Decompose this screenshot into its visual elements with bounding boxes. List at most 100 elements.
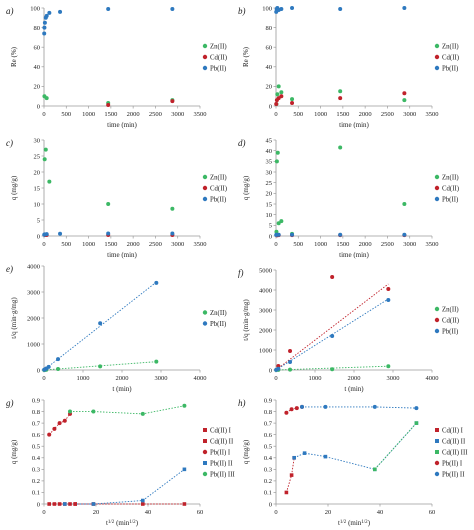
x-axis-title: t (min) — [344, 385, 364, 393]
y-tick-label: 3000 — [27, 289, 40, 296]
y-tick-label: 100 — [30, 5, 40, 12]
y-tick-label: 0.8 — [264, 409, 272, 416]
y-tick-label: 0 — [37, 501, 40, 508]
data-point — [288, 360, 293, 364]
panel-label: e) — [6, 264, 13, 274]
data-point — [386, 298, 391, 302]
y-axis-title: q (mg/g) — [10, 175, 18, 200]
data-point — [73, 502, 77, 506]
data-point — [290, 97, 295, 102]
data-point — [276, 364, 281, 368]
data-point — [52, 426, 57, 431]
y-tick-label: 5 — [269, 223, 272, 230]
data-point — [323, 454, 328, 459]
data-point — [154, 280, 159, 285]
legend-marker — [434, 317, 440, 323]
x-tick-label: 2000 — [348, 375, 361, 382]
data-point — [302, 451, 307, 455]
panel-label: h) — [238, 398, 246, 408]
data-point — [170, 206, 175, 211]
legend-marker — [202, 310, 208, 315]
x-tick-label: 40 — [145, 509, 152, 516]
legend-marker — [434, 328, 440, 334]
x-tick-label: 3000 — [155, 375, 168, 382]
x-axis-title: t1/2 (min1/2) — [106, 519, 139, 527]
panel-label: g) — [6, 398, 14, 408]
x-tick-label: 3500 — [426, 111, 439, 118]
x-tick-label: 1500 — [336, 111, 349, 118]
x-tick-label: 1000 — [82, 241, 95, 248]
y-tick-label: 5000 — [259, 267, 272, 274]
legend-label: Zn(II) — [442, 175, 459, 182]
data-point — [154, 359, 159, 364]
panel-label: f) — [238, 268, 244, 278]
y-tick-label: 20 — [266, 191, 273, 198]
x-tick-label: 3500 — [194, 241, 207, 248]
x-tick-label: 1500 — [104, 241, 117, 248]
data-point — [57, 502, 62, 506]
y-tick-label: 10 — [266, 212, 273, 219]
data-point — [284, 410, 289, 415]
data-point — [294, 406, 299, 411]
data-point — [141, 502, 145, 506]
y-tick-label: 80 — [266, 25, 273, 32]
chart-panel-4: e) 0 1000 2000 3000 4000 0 1000 2000 3000 4000 t (m… — [6, 263, 227, 393]
data-point — [46, 364, 51, 369]
x-tick-label: 1000 — [77, 375, 90, 382]
data-point — [402, 98, 407, 103]
data-point — [47, 179, 52, 184]
x-tick-label: 2500 — [149, 241, 162, 248]
data-point — [276, 221, 281, 226]
data-point — [63, 502, 67, 506]
x-tick-label: 0 — [42, 375, 45, 382]
data-point — [68, 409, 72, 414]
legend-label: Zn(II) — [442, 307, 459, 314]
x-tick-label: 2500 — [149, 111, 162, 118]
chart-panel-5: f) 0 1000 2000 3000 4000 0 1000 2000 3000 4000 5000… — [238, 267, 459, 393]
x-tick-label: 1000 — [82, 111, 95, 118]
series-line-1 — [294, 422, 417, 470]
legend-label: Cd(II) I — [210, 428, 232, 435]
y-tick-label: 60 — [34, 45, 41, 52]
y-axis-title: Re (%) — [10, 46, 18, 67]
x-tick-label: 2000 — [127, 241, 140, 248]
x-axis-title-superscript: 1/2 — [361, 520, 368, 525]
x-axis-title-part: (min — [346, 519, 361, 527]
x-axis-title: time (min) — [107, 251, 137, 259]
y-tick-label: 0 — [37, 103, 40, 110]
x-tick-label: 0 — [274, 111, 277, 118]
y-tick-label: 0.2 — [264, 478, 272, 485]
data-point — [182, 502, 187, 506]
data-point — [279, 94, 284, 99]
x-tick-label: 3000 — [403, 241, 416, 248]
x-axis-title: t1/2 (min1/2) — [338, 519, 371, 527]
data-point — [323, 404, 328, 409]
x-tick-label: 20 — [325, 509, 332, 516]
legend-marker — [434, 185, 440, 191]
legend-label: Cd(II) III — [442, 450, 468, 457]
legend-marker — [203, 461, 207, 465]
y-tick-label: 20 — [266, 84, 273, 91]
data-point — [330, 275, 335, 279]
legend-marker — [202, 321, 208, 326]
y-tick-label: 15 — [266, 201, 273, 208]
legend-label: Pb(II) — [442, 66, 458, 73]
data-point — [274, 159, 279, 164]
y-tick-label: 4000 — [259, 287, 272, 294]
x-axis-title: t (min) — [112, 385, 132, 393]
x-axis-title-superscript: 1/2 — [340, 520, 347, 525]
y-tick-label: 100 — [262, 5, 272, 12]
x-tick-label: 40 — [377, 509, 384, 516]
y-tick-label: 15 — [34, 185, 41, 192]
legend-marker — [202, 449, 208, 455]
y-tick-label: 0.9 — [32, 397, 40, 404]
legend-label: Cd(II) — [210, 186, 227, 193]
data-point — [276, 84, 281, 89]
chart-panel-3: d) 0 500 1000 1500 2000 2500 3000 3500 0 5 10 15 20 25… — [238, 137, 459, 259]
legend-marker — [203, 439, 207, 443]
y-axis-title: q (mg/g) — [242, 439, 250, 464]
data-point — [402, 202, 407, 206]
chart-panel-1: b) 0 500 1000 1500 2000 2500 3000 3500 0 20 40 60 80 1… — [238, 5, 459, 129]
x-tick-label: 1000 — [309, 375, 322, 382]
x-axis-title: time (min) — [339, 121, 369, 129]
